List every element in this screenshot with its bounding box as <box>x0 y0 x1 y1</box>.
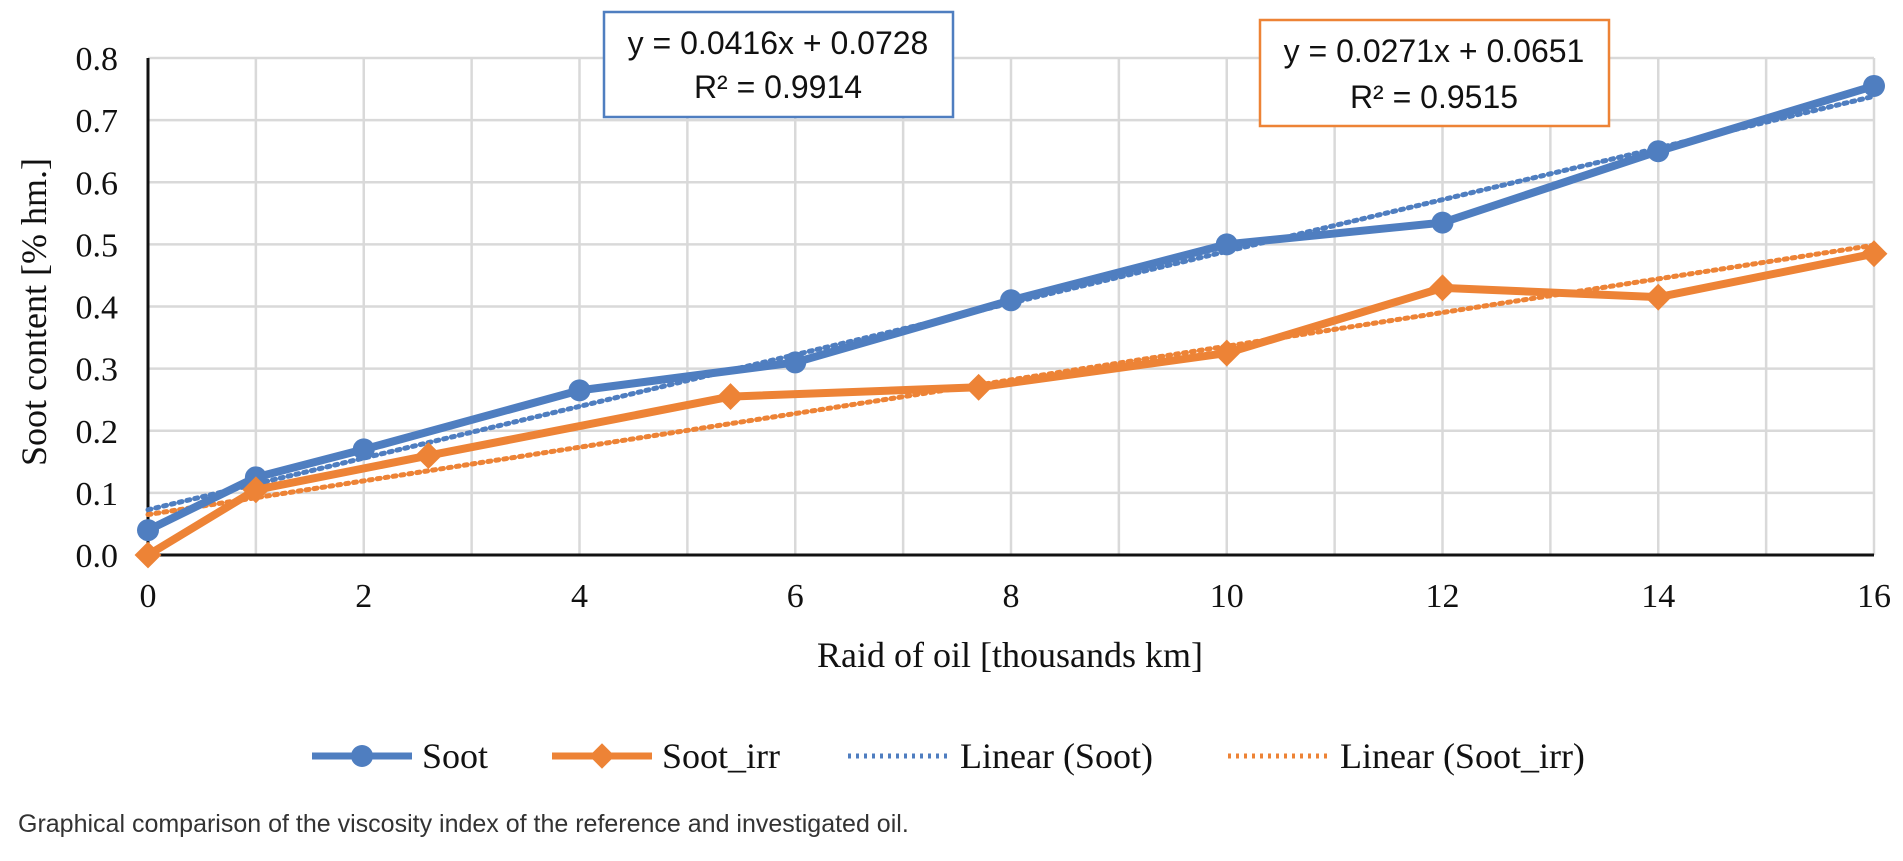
chart-grid <box>148 56 1876 555</box>
data-point-soot <box>1000 289 1022 312</box>
r-squared-soot-irr: R² = 0.9515 <box>1350 79 1518 115</box>
x-tick-label: 16 <box>1857 578 1891 615</box>
y-tick-label: 0.2 <box>76 414 119 451</box>
diamond-marker-icon <box>589 743 615 769</box>
legend-item-soot: Soot <box>312 736 488 776</box>
data-point-soot-irr <box>1213 339 1241 367</box>
chart-axes: 0.0 0.1 0.2 0.3 0.4 0.5 0.6 0.7 0.8 0 2 4 6 8 10 12 14 16 <box>76 41 1892 615</box>
y-tick-label: 0.5 <box>76 227 119 264</box>
data-point-soot <box>1863 74 1885 97</box>
legend-label-soot: Soot <box>422 736 488 776</box>
r-squared-soot: R² = 0.9914 <box>694 69 862 105</box>
x-tick-label: 8 <box>1003 578 1020 615</box>
legend-item-linear-soot: Linear (Soot) <box>848 736 1153 776</box>
x-tick-label: 4 <box>571 578 588 615</box>
figure-caption: Graphical comparison of the viscosity in… <box>18 810 909 838</box>
line-chart: 0.0 0.1 0.2 0.3 0.4 0.5 0.6 0.7 0.8 0 2 4 6 8 10 12 14 16… <box>14 10 1892 776</box>
data-series <box>134 74 1888 569</box>
equation-soot-irr: y = 0.0271x + 0.0651 <box>1284 33 1585 69</box>
data-point-soot-irr <box>717 383 744 411</box>
x-tick-label: 6 <box>787 578 804 615</box>
data-point-soot <box>1647 140 1670 163</box>
x-tick-label: 14 <box>1641 578 1675 615</box>
equation-box-soot: y = 0.0416x + 0.0728 R² = 0.9914 <box>602 10 955 119</box>
x-tick-label: 2 <box>355 578 372 615</box>
equation-box-soot-irr: y = 0.0271x + 0.0651 R² = 0.9515 <box>1258 18 1611 128</box>
y-tick-label: 0.4 <box>76 290 119 327</box>
y-axis-title: Soot content [% hm.] <box>14 158 54 466</box>
y-tick-label: 0.0 <box>76 538 119 575</box>
data-point-soot <box>1215 233 1238 256</box>
circle-marker-icon <box>351 745 373 767</box>
legend: Soot Soot_irr Linear (Soot) Linear (Soot… <box>312 736 1585 776</box>
legend-item-soot-irr: Soot_irr <box>552 736 780 776</box>
x-tick-label: 0 <box>140 578 157 615</box>
data-point-soot <box>352 438 375 461</box>
y-tick-label: 0.1 <box>76 476 119 513</box>
y-tick-label: 0.6 <box>76 165 119 202</box>
series-line-soot <box>144 81 1878 535</box>
data-point-soot <box>137 519 159 542</box>
data-point-soot <box>1431 211 1454 234</box>
data-point-soot-irr <box>1429 274 1456 302</box>
x-tick-label: 10 <box>1210 578 1244 615</box>
legend-item-linear-soot-irr: Linear (Soot_irr) <box>1228 736 1585 776</box>
y-tick-label: 0.7 <box>76 103 119 140</box>
legend-label-soot-irr: Soot_irr <box>662 736 780 776</box>
equation-soot: y = 0.0416x + 0.0728 <box>628 25 929 61</box>
legend-label-linear-soot: Linear (Soot) <box>960 736 1153 776</box>
y-tick-label: 0.3 <box>76 352 119 389</box>
data-point-soot <box>568 379 591 402</box>
x-axis-title: Raid of oil [thousands km] <box>817 635 1203 675</box>
data-point-soot-irr <box>965 373 993 401</box>
legend-label-linear-soot-irr: Linear (Soot_irr) <box>1340 736 1585 776</box>
data-point-soot <box>784 351 807 374</box>
y-tick-label: 0.8 <box>76 41 119 78</box>
x-tick-label: 12 <box>1426 578 1460 615</box>
